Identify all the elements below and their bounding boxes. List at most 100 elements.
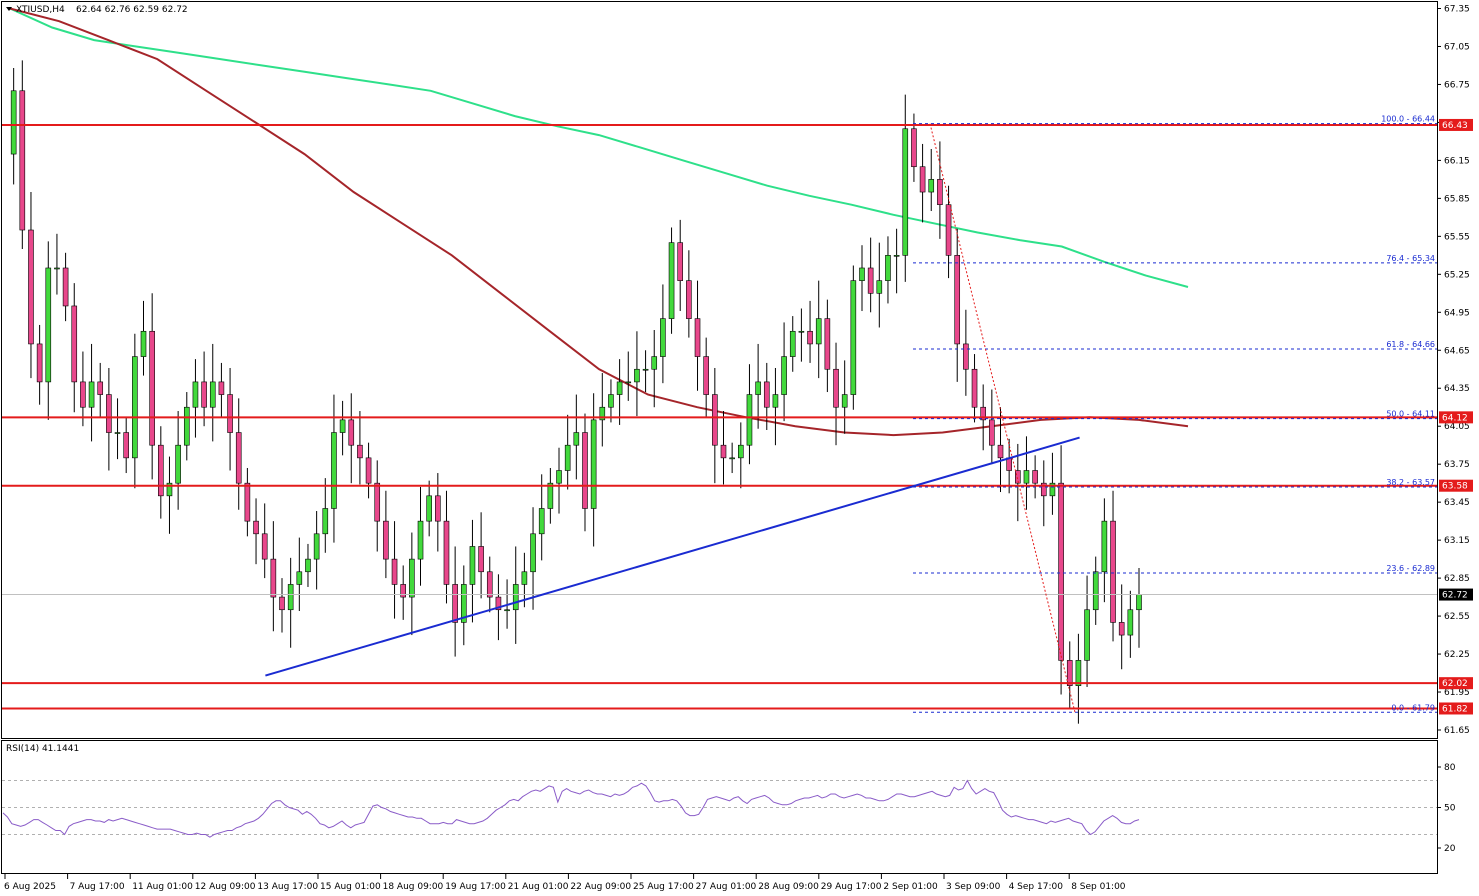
candle: [62, 252, 69, 322]
candle: [270, 521, 277, 632]
candle: [876, 242, 883, 328]
level-price-label: 63.58: [1442, 482, 1468, 492]
fib-level-label: 76.4 - 65.34: [1386, 254, 1435, 263]
candle: [694, 280, 701, 391]
time-axis: 6 Aug 2025 7 Aug 17:00 11 Aug 01:00 12 Aug …: [4, 874, 1126, 892]
candle: [989, 389, 995, 465]
candle: [660, 284, 666, 384]
candle: [564, 414, 571, 490]
candle: [1118, 584, 1125, 670]
candle: [322, 478, 329, 553]
candle: [114, 398, 121, 460]
candle: [573, 394, 580, 480]
candle: [885, 236, 891, 304]
candle: [720, 411, 727, 485]
price-tick-label: 66.15: [1444, 156, 1470, 166]
time-tick-label: 6 Aug 2025: [4, 882, 56, 892]
candle: [279, 578, 285, 633]
fib-level-label: 23.6 - 62.89: [1386, 564, 1435, 573]
candle: [357, 411, 363, 485]
candle: [305, 543, 311, 587]
price-tick-label: 63.15: [1444, 536, 1470, 546]
time-tick-label: 15 Aug 01:00: [320, 882, 381, 892]
price-tick-label: 65.25: [1444, 270, 1470, 280]
fib-level-label: 50.0 - 64.11: [1386, 410, 1435, 419]
price-tick-label: 64.35: [1444, 384, 1470, 394]
candle: [426, 480, 432, 537]
candle: [10, 67, 17, 185]
candle: [339, 400, 346, 456]
candle: [859, 245, 865, 312]
candle: [1049, 452, 1056, 515]
time-tick-label: 29 Aug 17:00: [821, 882, 882, 892]
candle: [45, 241, 52, 420]
candle: [833, 342, 839, 446]
candle: [625, 351, 632, 401]
candle: [608, 379, 614, 423]
price-tick-label: 62.55: [1444, 612, 1470, 622]
rsi-level-lines: [2, 780, 1437, 835]
candle: [798, 308, 805, 362]
rsi-title: RSI(14) 41.1441: [6, 744, 79, 754]
candle: [850, 265, 857, 410]
candle: [1092, 556, 1099, 625]
candle: [893, 228, 900, 294]
candle: [763, 362, 770, 431]
candle: [582, 413, 588, 532]
candle: [642, 350, 649, 393]
candle: [409, 532, 415, 636]
price-tick-label: 61.65: [1444, 726, 1470, 736]
candle: [383, 490, 389, 579]
current-price-label: 62.72: [1442, 591, 1468, 601]
candle: [512, 546, 519, 644]
candle: [824, 299, 831, 393]
candle: [391, 521, 398, 619]
price-tick-label: 62.85: [1444, 574, 1470, 584]
time-tick-label: 12 Aug 09:00: [195, 882, 256, 892]
candle: [703, 337, 709, 418]
candle: [755, 343, 761, 429]
candle: [1015, 443, 1021, 522]
candle: [140, 300, 147, 376]
rsi-axis: 80 50 20: [1437, 763, 1456, 854]
candle: [149, 293, 155, 480]
candle: [36, 324, 43, 405]
candle: [651, 330, 658, 408]
time-tick-label: 13 Aug 17:00: [257, 882, 318, 892]
candle: [183, 392, 190, 461]
level-price-badge: [1439, 479, 1473, 492]
candle: [123, 417, 129, 474]
candle: [443, 490, 450, 604]
candle: [158, 426, 164, 519]
candle: [1023, 436, 1030, 510]
trendline[interactable]: [265, 436, 1080, 677]
candle: [88, 343, 95, 442]
candle: [668, 227, 675, 334]
chart-header: XTIUSD,H4 62.64 62.76 62.59 62.72: [6, 5, 188, 15]
price-tick-label: 63.45: [1444, 498, 1470, 508]
fib-level-label: 61.8 - 64.66: [1386, 340, 1435, 349]
candle: [296, 537, 303, 612]
candle: [28, 192, 34, 379]
candle: [556, 447, 562, 514]
level-price-badge: [1439, 677, 1473, 690]
candle: [928, 149, 935, 212]
candle: [997, 407, 1004, 493]
candle: [54, 233, 60, 295]
candle: [738, 422, 744, 489]
candle: [132, 333, 138, 489]
candle: [365, 442, 372, 499]
rsi-tick-label: 50: [1444, 804, 1456, 814]
level-price-label: 66.43: [1442, 121, 1468, 131]
level-price-label: 62.02: [1442, 679, 1468, 689]
rsi-line: [2, 779, 1140, 838]
time-tick-label: 22 Aug 09:00: [570, 882, 631, 892]
moving-average-line: [9, 7, 1189, 288]
candle: [971, 354, 978, 423]
candle: [209, 343, 216, 442]
candle: [261, 503, 268, 579]
rsi-tick-label: 80: [1444, 763, 1456, 773]
time-tick-label: 27 Aug 01:00: [696, 882, 757, 892]
candles: [10, 60, 1142, 724]
